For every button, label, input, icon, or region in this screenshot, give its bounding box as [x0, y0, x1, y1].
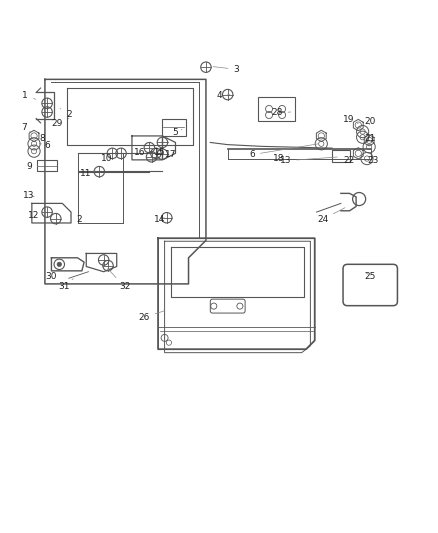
Text: 11: 11 [80, 169, 95, 179]
Text: 6: 6 [39, 141, 50, 150]
Text: 14: 14 [154, 215, 165, 224]
Text: 29: 29 [51, 118, 69, 128]
Circle shape [57, 262, 61, 266]
Text: 16: 16 [134, 148, 153, 157]
Text: 25: 25 [365, 272, 376, 280]
Text: 19: 19 [343, 115, 358, 124]
Text: 4: 4 [216, 91, 230, 100]
Text: 23: 23 [367, 156, 378, 165]
Text: 21: 21 [365, 134, 376, 143]
Text: 3: 3 [213, 65, 239, 74]
Text: 7: 7 [21, 123, 31, 132]
Text: 26: 26 [138, 311, 164, 322]
Text: 1: 1 [22, 91, 36, 100]
Text: 2: 2 [70, 215, 81, 224]
Text: 2: 2 [60, 109, 72, 119]
Text: 15: 15 [154, 148, 165, 157]
Text: 12: 12 [28, 211, 45, 220]
Text: 13: 13 [23, 191, 35, 200]
Text: 17: 17 [165, 150, 176, 159]
Text: 5: 5 [173, 128, 182, 137]
Text: 10: 10 [102, 154, 113, 163]
Text: 20: 20 [365, 117, 376, 126]
Text: 28: 28 [271, 108, 291, 117]
Text: 9: 9 [26, 162, 39, 171]
Text: 8: 8 [37, 134, 46, 143]
Text: 32: 32 [108, 269, 130, 292]
Text: 22: 22 [343, 156, 358, 165]
Text: 31: 31 [58, 279, 73, 292]
Text: 13: 13 [280, 156, 337, 165]
Text: 24: 24 [317, 208, 345, 224]
Text: 18: 18 [273, 154, 289, 163]
Text: 6: 6 [249, 144, 318, 159]
Text: 30: 30 [45, 269, 58, 280]
